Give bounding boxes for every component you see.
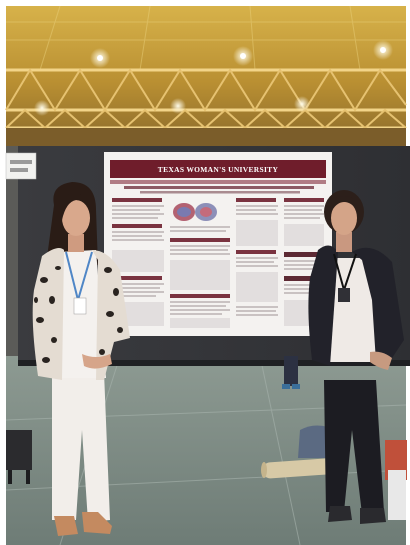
background-person: [282, 356, 300, 389]
name-badge-left: [73, 297, 87, 315]
poster-header: [110, 160, 326, 178]
booth-number-card: [5, 152, 37, 180]
left-chair: [6, 430, 32, 484]
poster-university-title: TEXAS WOMAN'S UNIVERSITY: [158, 165, 279, 174]
ceiling-lights: [34, 40, 393, 116]
brain-scan-images: [173, 203, 217, 221]
red-bag: [385, 440, 407, 520]
presenter-right: [308, 190, 404, 524]
poster-tube: [261, 457, 345, 479]
name-badge-right: [338, 288, 350, 302]
ceiling-trusses: [5, 5, 407, 146]
presenter-left: [32, 182, 130, 536]
research-poster: TEXAS WOMAN'S UNIVERSITY: [104, 152, 332, 336]
